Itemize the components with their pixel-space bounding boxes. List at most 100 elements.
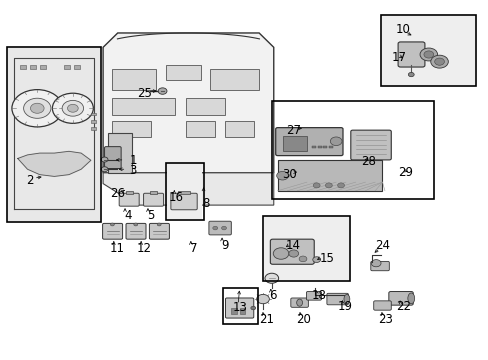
Text: 24: 24 — [375, 239, 390, 252]
Text: 1: 1 — [129, 154, 137, 167]
Circle shape — [430, 55, 447, 68]
Text: 12: 12 — [137, 242, 152, 255]
Circle shape — [330, 137, 341, 145]
Bar — [224, 121, 254, 137]
Bar — [178, 191, 189, 194]
Bar — [282, 136, 306, 150]
FancyBboxPatch shape — [170, 193, 197, 210]
Bar — [108, 134, 132, 173]
Bar — [317, 145, 321, 148]
Bar — [91, 120, 96, 123]
Polygon shape — [103, 173, 273, 205]
Bar — [311, 145, 315, 148]
Circle shape — [313, 183, 320, 188]
Circle shape — [250, 306, 255, 310]
Ellipse shape — [296, 299, 302, 306]
Bar — [166, 163, 203, 220]
Text: 21: 21 — [259, 313, 274, 327]
Bar — [329, 145, 332, 148]
Circle shape — [23, 98, 51, 118]
Circle shape — [264, 273, 278, 283]
Circle shape — [407, 72, 413, 77]
Circle shape — [423, 51, 433, 58]
Circle shape — [30, 103, 44, 113]
Circle shape — [312, 257, 320, 262]
Bar — [150, 192, 157, 194]
Ellipse shape — [343, 294, 349, 304]
Circle shape — [273, 248, 288, 259]
Circle shape — [101, 167, 108, 172]
Bar — [125, 192, 133, 194]
Text: 27: 27 — [285, 124, 300, 137]
Circle shape — [337, 183, 344, 188]
Text: 15: 15 — [319, 252, 334, 265]
FancyBboxPatch shape — [397, 42, 424, 67]
Bar — [64, 65, 70, 69]
Text: 17: 17 — [391, 51, 406, 64]
Circle shape — [110, 223, 114, 226]
Bar — [7, 48, 100, 221]
Text: 2: 2 — [26, 174, 34, 187]
FancyBboxPatch shape — [126, 224, 146, 239]
Bar — [263, 216, 349, 281]
Bar — [112, 69, 156, 90]
Polygon shape — [103, 33, 273, 173]
Text: 9: 9 — [221, 239, 228, 252]
Bar — [380, 15, 475, 86]
Text: 18: 18 — [310, 289, 325, 302]
Bar — [40, 65, 45, 69]
FancyBboxPatch shape — [290, 298, 308, 307]
Circle shape — [12, 90, 62, 127]
Bar — [223, 288, 258, 324]
FancyBboxPatch shape — [388, 292, 412, 305]
Bar — [277, 160, 382, 191]
Bar — [230, 308, 236, 314]
Bar — [271, 101, 433, 199]
FancyBboxPatch shape — [119, 193, 139, 206]
FancyBboxPatch shape — [208, 221, 231, 235]
Circle shape — [419, 48, 437, 61]
Circle shape — [67, 104, 78, 112]
FancyBboxPatch shape — [104, 147, 121, 168]
Circle shape — [276, 171, 288, 180]
Circle shape — [325, 183, 331, 188]
Bar — [381, 17, 474, 85]
Text: 4: 4 — [124, 210, 132, 222]
FancyBboxPatch shape — [225, 298, 253, 318]
Bar — [6, 47, 101, 222]
Text: 29: 29 — [397, 166, 412, 179]
Text: 6: 6 — [268, 289, 276, 302]
Text: 20: 20 — [296, 313, 311, 327]
Text: 11: 11 — [109, 242, 124, 255]
Bar — [30, 65, 36, 69]
Text: 30: 30 — [282, 168, 296, 181]
FancyBboxPatch shape — [373, 301, 390, 310]
Text: 14: 14 — [285, 239, 300, 252]
Text: 7: 7 — [190, 242, 197, 255]
Polygon shape — [18, 151, 91, 176]
Text: 25: 25 — [137, 87, 152, 100]
Bar — [210, 69, 259, 90]
FancyBboxPatch shape — [149, 224, 169, 239]
Bar — [166, 65, 200, 80]
FancyBboxPatch shape — [306, 292, 321, 300]
Bar — [239, 308, 245, 314]
Bar — [74, 65, 80, 69]
FancyBboxPatch shape — [143, 193, 163, 206]
Bar — [112, 121, 151, 137]
Bar — [323, 145, 327, 148]
Text: 10: 10 — [395, 23, 410, 36]
Circle shape — [288, 250, 298, 257]
Bar — [185, 98, 224, 116]
Circle shape — [434, 58, 444, 65]
Text: 3: 3 — [129, 164, 137, 177]
Text: 5: 5 — [147, 210, 154, 222]
Text: 23: 23 — [378, 313, 392, 327]
Text: 22: 22 — [395, 300, 410, 313]
Bar — [185, 121, 215, 137]
FancyBboxPatch shape — [326, 293, 347, 305]
FancyBboxPatch shape — [102, 224, 122, 239]
Text: 16: 16 — [168, 191, 183, 204]
Bar — [264, 217, 348, 280]
Circle shape — [256, 294, 269, 304]
